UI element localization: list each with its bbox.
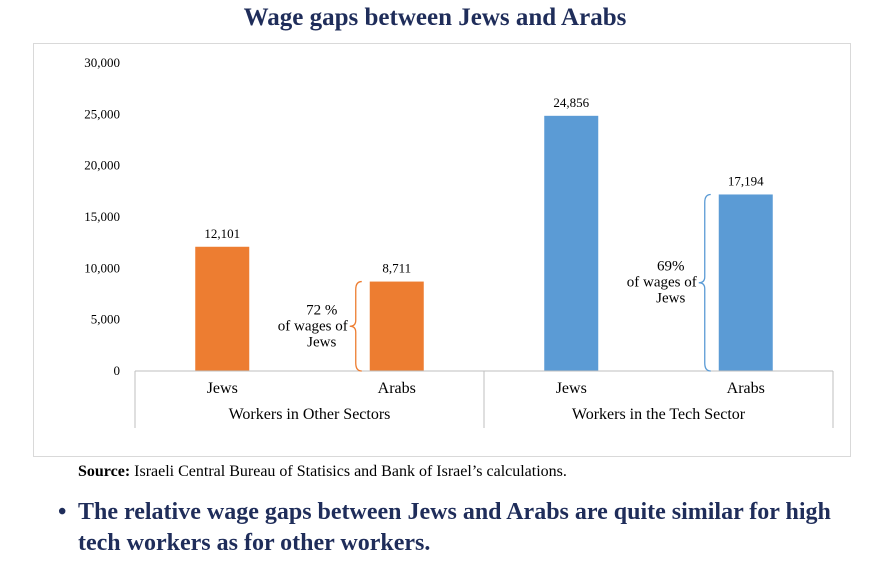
bar: [369, 281, 424, 371]
y-tick-label: 20,000: [84, 158, 120, 173]
y-tick-label: 0: [114, 363, 121, 378]
bullet-symbol: •: [58, 499, 67, 525]
chart-title: Wage gaps between Jews and Arabs: [243, 4, 627, 31]
x-tick-label: Jews: [556, 380, 587, 397]
chart-area: [33, 43, 851, 457]
y-tick-label: 15,000: [84, 209, 120, 224]
bar: [544, 115, 599, 371]
annotation-text: of wages of: [278, 318, 348, 334]
annotation-text: of wages of: [627, 275, 697, 291]
x-axis: Jews Arabs Workers in Other Sectors Jews Ara…: [134, 370, 834, 428]
annotation-text: Jews: [307, 334, 336, 350]
y-tick-label: 25,000: [84, 106, 120, 121]
source-label: Source:: [78, 463, 131, 480]
x-tick-label: Arabs: [378, 380, 416, 397]
brace-annotation: [698, 193, 711, 372]
x-group-label: Workers in the Tech Sector: [572, 406, 746, 423]
data-label: 17,194: [728, 173, 764, 188]
y-tick-label: 30,000: [84, 55, 120, 70]
annotation-text: 72 %: [306, 302, 337, 318]
source-text: Israeli Central Bureau of Statisics and …: [130, 463, 567, 480]
annotation-text: 69%: [657, 259, 685, 275]
y-tick-label: 5,000: [91, 312, 120, 327]
bar: [195, 246, 250, 371]
source-note: Source: Israeli Central Bureau of Statis…: [78, 463, 567, 481]
x-group-label: Workers in Other Sectors: [229, 406, 391, 423]
bar: [718, 194, 773, 371]
data-label: 12,101: [204, 226, 240, 241]
x-tick-label: Arabs: [727, 380, 765, 397]
y-tick-label: 10,000: [84, 260, 120, 275]
data-label: 8,711: [382, 261, 411, 276]
data-label: 24,856: [553, 95, 589, 110]
bars: 12,101 8,711 24,856 17,194: [195, 95, 773, 371]
bullet-text: The relative wage gaps between Jews and …: [78, 499, 831, 556]
brace-annotation: [349, 280, 362, 372]
y-axis: 0 5,000 10,000 15,000 20,000 25,000 30,000: [84, 55, 120, 378]
x-tick-label: Jews: [207, 380, 238, 397]
annotation-text: Jews: [656, 291, 685, 307]
